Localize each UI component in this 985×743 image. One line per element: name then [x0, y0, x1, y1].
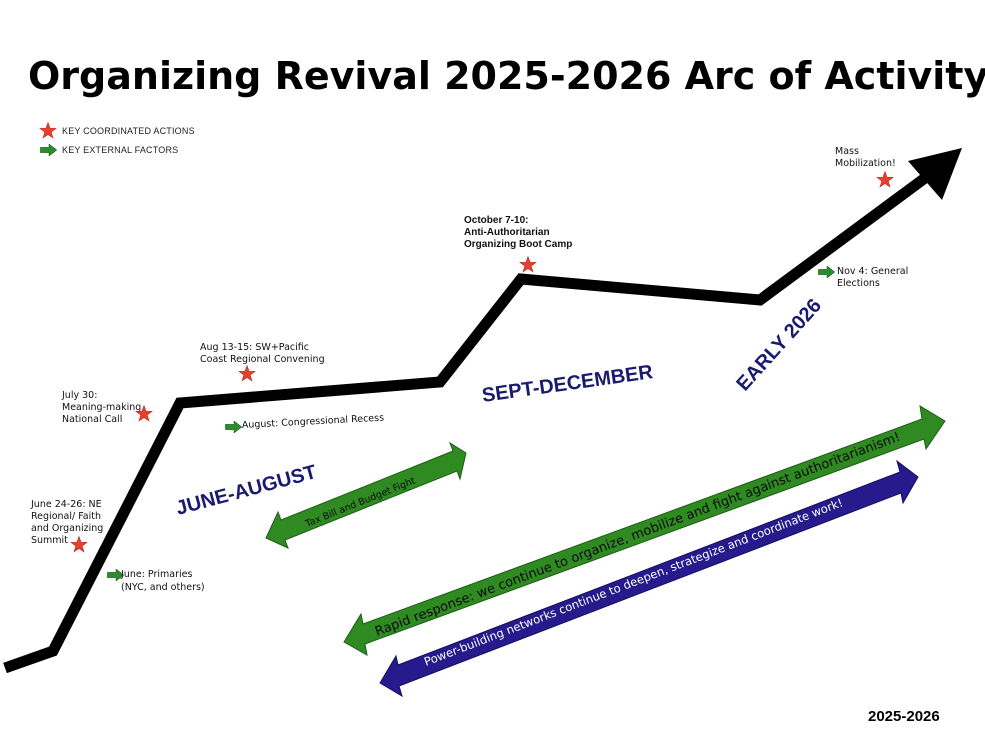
red-star-icon	[519, 256, 537, 273]
svg-text:June 24-26: NE Regional/: June 24-26: NE Regional/ Faith and Organ…	[30, 499, 106, 546]
band-tax-bill-arrow	[265, 441, 467, 549]
arc-line	[3, 173, 929, 674]
action-text-line: June 24-26: NE	[30, 499, 102, 510]
action-text-line: October 7-10:	[464, 215, 528, 226]
band-power-building-arrow	[379, 459, 919, 698]
red-star-icon	[238, 365, 256, 382]
factor-primaries: June: Primaries (NYC, and others)	[107, 569, 205, 593]
svg-text:October 7-10: Anti-Autho: October 7-10: Anti-Authoritarian Organiz…	[464, 215, 572, 250]
band-rapid-response: Rapid response: we continue to organize,…	[343, 405, 946, 656]
factor-elections: Nov 4: General Elections	[818, 266, 911, 289]
band-tax-bill: Tax Bill and Budget Fight	[265, 441, 467, 549]
red-star-icon	[70, 536, 88, 553]
action-text-line: Anti-Authoritarian	[464, 227, 550, 238]
action-boot-camp: October 7-10: Anti-Authoritarian Organiz…	[464, 215, 572, 273]
action-june-summit: June 24-26: NE Regional/ Faith and Organ…	[30, 499, 106, 553]
factor-text-line: (NYC, and others)	[121, 582, 205, 593]
action-text-line: Summit	[31, 535, 68, 546]
page-title: Organizing Revival 2025-2026 Arc of Acti…	[28, 54, 985, 98]
period-label-june-august: JUNE-AUGUST	[174, 461, 319, 520]
action-mass-mobilization: Mass Mobilization!	[835, 146, 896, 188]
action-text-line: Mass	[835, 146, 859, 157]
svg-text:Mass Mobilization!: Mass Mobilization!	[835, 146, 896, 169]
red-star-icon	[876, 171, 894, 188]
band-power-building: Power-building networks continue to deep…	[379, 459, 919, 698]
green-arrow-icon	[40, 144, 57, 156]
green-arrow-icon	[818, 266, 835, 278]
activity-arc	[3, 148, 962, 674]
footer-year: 2025-2026	[868, 708, 940, 725]
action-text-line: Meaning-making	[62, 402, 141, 413]
factor-text-line: August: Congressional Recess	[242, 413, 385, 431]
action-text-line: and Organizing	[31, 523, 103, 534]
action-text-line: National Call	[62, 414, 122, 425]
action-text-line: Coast Regional Convening	[200, 354, 325, 365]
action-aug-convening: Aug 13-15: SW+Pacific Coast Regional Con…	[200, 342, 325, 382]
legend-actions-label: KEY COORDINATED ACTIONS	[62, 126, 195, 136]
action-text-line: Mobilization!	[835, 158, 896, 169]
period-label-sept-december: SEPT-DECEMBER	[481, 361, 655, 407]
legend-factors-label: KEY EXTERNAL FACTORS	[62, 145, 178, 155]
action-text-line: Aug 13-15: SW+Pacific	[200, 342, 309, 353]
factor-text-line: Nov 4: General	[837, 266, 908, 277]
svg-text:July 30: Meaning-making: July 30: Meaning-making National Call	[61, 390, 144, 425]
svg-text:Aug 13-15: SW+Pacific Co: Aug 13-15: SW+Pacific Coast Regional Con…	[200, 342, 325, 365]
action-text-line: July 30:	[61, 390, 97, 401]
action-text-line: Regional/ Faith	[31, 511, 101, 522]
arc-arrowhead-icon	[908, 148, 962, 200]
band-tax-bill-label: Tax Bill and Budget Fight	[303, 475, 417, 530]
factor-text-line: June: Primaries	[120, 569, 192, 580]
svg-text:June: Primaries (NYC, an: June: Primaries (NYC, and others)	[120, 569, 205, 593]
svg-text:Nov 4: General Elections: Nov 4: General Elections	[837, 266, 911, 289]
band-rapid-response-arrow	[343, 405, 946, 656]
factor-text-line: Elections	[837, 278, 880, 289]
factor-recess: August: Congressional Recess	[225, 413, 384, 433]
action-text-line: Organizing Boot Camp	[464, 239, 572, 250]
legend: KEY COORDINATED ACTIONS KEY EXTERNAL FAC…	[39, 122, 195, 156]
green-arrow-icon	[225, 421, 242, 433]
period-label-early-2026: EARLY 2026	[732, 295, 826, 396]
red-star-icon	[39, 122, 57, 139]
action-july-call: July 30: Meaning-making National Call	[61, 390, 153, 425]
